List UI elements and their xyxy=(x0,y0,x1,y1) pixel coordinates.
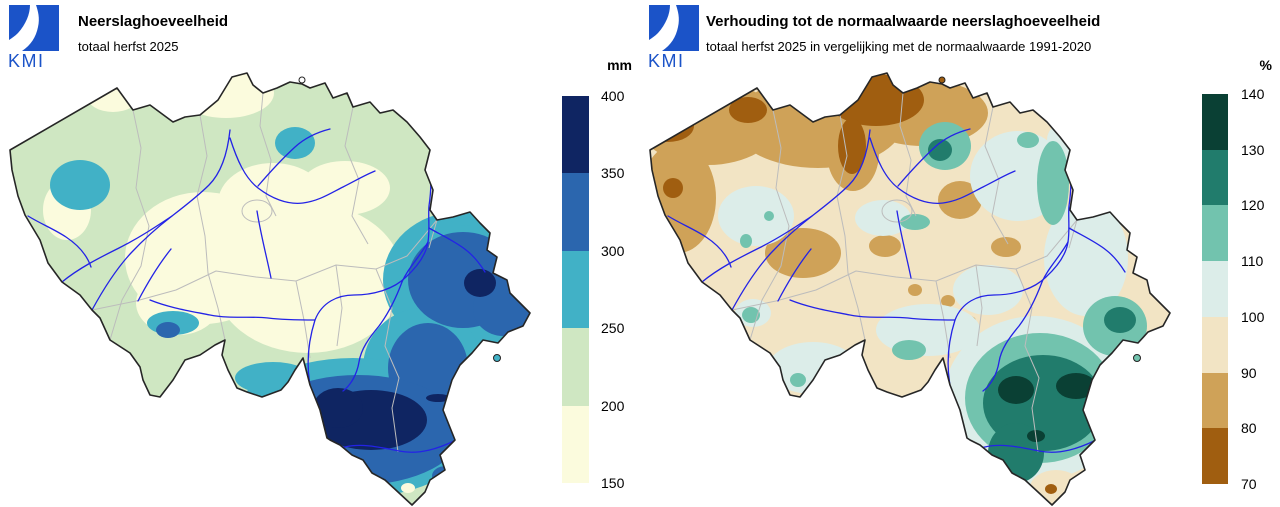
legend-tick: 130 xyxy=(1241,142,1265,158)
right-header: Verhouding tot de normaalwaarde neerslag… xyxy=(706,13,1100,55)
legend-tick: 70 xyxy=(1241,476,1257,492)
left-title: Neerslaghoeveelheid xyxy=(78,13,229,30)
legend-segment xyxy=(1202,372,1228,429)
legend-segment xyxy=(562,173,589,251)
legend-segment xyxy=(1202,205,1228,262)
enclave-dot xyxy=(493,354,501,362)
logo-text: KMI xyxy=(648,51,685,70)
enclave-dot xyxy=(938,76,946,84)
precipitation-fill-regions xyxy=(10,73,530,505)
legend-segment xyxy=(1202,316,1228,373)
legend-segment xyxy=(562,328,589,406)
belgium-map-precipitation xyxy=(9,72,531,506)
legend-tick: 110 xyxy=(1241,253,1264,269)
legend-tick: 90 xyxy=(1241,365,1257,381)
right-legend-unit: % xyxy=(1259,57,1272,73)
left-legend-bar xyxy=(562,96,589,484)
legend-segment xyxy=(562,405,589,484)
belgium-map-ratio xyxy=(649,72,1171,506)
legend-segment xyxy=(562,250,589,329)
legend-tick: 350 xyxy=(601,165,625,181)
left-subtitle: totaal herfst 2025 xyxy=(78,39,179,54)
legend-tick: 120 xyxy=(1241,197,1265,213)
right-legend-bar xyxy=(1202,94,1228,485)
enclave-dot xyxy=(1133,354,1141,362)
legend-tick: 80 xyxy=(1241,420,1257,436)
legend-tick: 250 xyxy=(601,320,625,336)
right-subtitle: totaal herfst 2025 in vergelijking met d… xyxy=(706,39,1092,54)
legend-tick: 400 xyxy=(601,88,625,104)
legend-tick: 200 xyxy=(601,398,625,414)
legend-segment xyxy=(1202,94,1228,150)
left-legend-unit: mm xyxy=(607,57,632,73)
enclave-dot xyxy=(298,76,306,84)
legend-segment xyxy=(1202,428,1228,485)
legend-segment xyxy=(1202,261,1228,317)
left-header: Neerslaghoeveelheid totaal herfst 2025 xyxy=(78,13,228,55)
legend-segment xyxy=(1202,149,1228,206)
kmi-logo-icon: KMI xyxy=(648,5,699,70)
logo-text: KMI xyxy=(8,51,45,70)
legend-tick: 140 xyxy=(1241,86,1265,102)
ratio-fill-regions xyxy=(650,73,1170,505)
legend-tick: 300 xyxy=(601,243,625,259)
legend-tick: 100 xyxy=(1241,309,1265,325)
legend-segment xyxy=(562,96,589,174)
right-title: Verhouding tot de normaalwaarde neerslag… xyxy=(706,13,1101,30)
legend-tick: 150 xyxy=(601,475,625,491)
kmi-logo-icon: KMI xyxy=(8,5,59,70)
